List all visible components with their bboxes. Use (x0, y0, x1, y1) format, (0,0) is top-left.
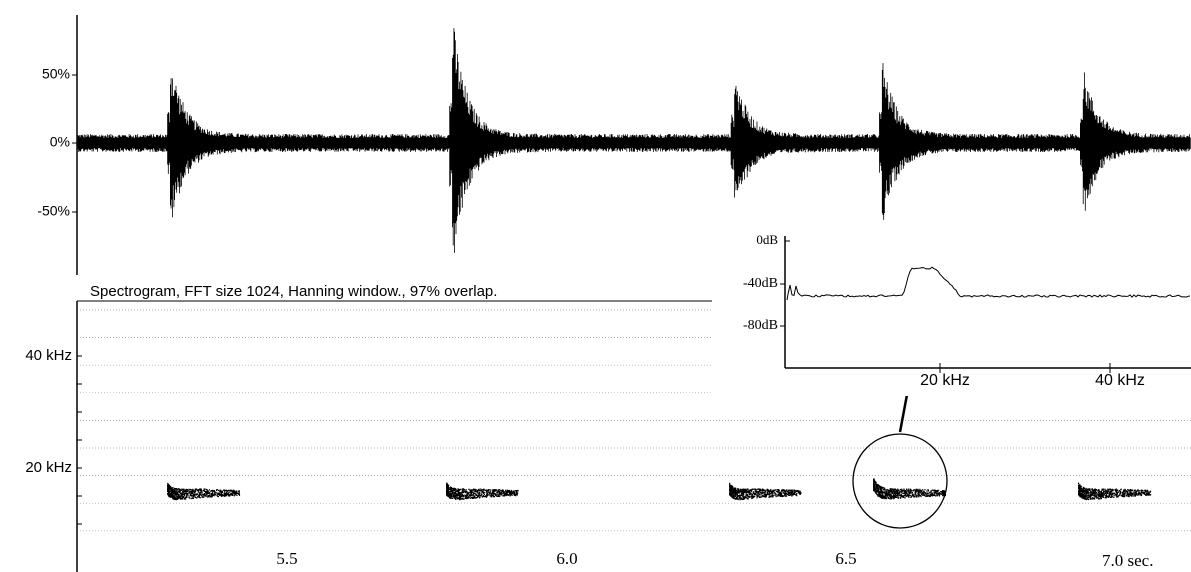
waveform-y-label: 0% (50, 134, 70, 150)
inset-y-label: -40dB (743, 276, 778, 291)
inset-spectrum: 0dB -40dB -80dB 20 kHz 40 kHz (712, 224, 1191, 396)
spectrogram-call (446, 482, 519, 501)
spectrogram-x-label: 5.5 (276, 549, 297, 568)
spectrogram-call (729, 482, 802, 501)
inset-x-label: 40 kHz (1095, 372, 1145, 389)
spectrogram-y-label: 40 kHz (25, 347, 72, 364)
spectrogram-x-label: 6.5 (835, 549, 856, 568)
waveform-trace (77, 28, 1191, 253)
spectrogram-panel: Spectrogram, FFT size 1024, Hanning wind… (25, 283, 1191, 572)
spectrogram-y-label: 20 kHz (25, 459, 72, 476)
spectrogram-call (1078, 482, 1152, 501)
waveform-y-label: 50% (42, 66, 70, 82)
inset-background (712, 224, 1191, 396)
waveform-y-label: -50% (37, 203, 70, 219)
highlight-circle (852, 433, 948, 529)
spectrogram-x-label: 7.0 sec. (1102, 551, 1153, 570)
spectrogram-call (873, 478, 947, 500)
inset-y-label: -80dB (743, 318, 778, 333)
spectrogram-x-label: 6.0 (556, 549, 577, 568)
spectrogram-call (167, 482, 241, 501)
inset-y-label: 0dB (756, 232, 778, 247)
waveform-panel: 50% 0% -50% (37, 15, 1191, 275)
inset-x-label: 20 kHz (920, 372, 970, 389)
spectrum-trace (786, 266, 1191, 301)
spectrogram-title: Spectrogram, FFT size 1024, Hanning wind… (90, 283, 497, 300)
